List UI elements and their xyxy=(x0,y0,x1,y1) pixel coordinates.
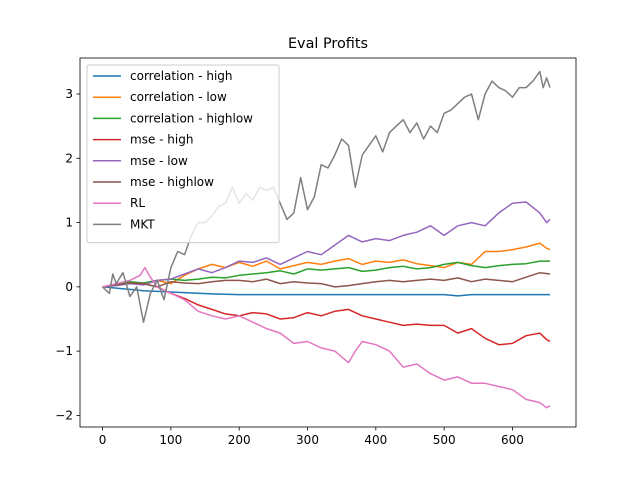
legend-label: correlation - highlow xyxy=(130,111,253,125)
y-tick-label: 2 xyxy=(65,151,73,165)
y-tick-label: −1 xyxy=(55,344,73,358)
series-line-7 xyxy=(101,70,551,323)
x-tick-label: 100 xyxy=(159,433,182,447)
legend: correlation - high correlation - low corre… xyxy=(86,64,280,244)
axes-frame xyxy=(79,57,577,428)
y-tick-label: 3 xyxy=(65,87,73,101)
x-tick-label: 300 xyxy=(296,433,319,447)
series-line-5 xyxy=(102,271,551,288)
legend-label: mse - high xyxy=(130,133,193,147)
x-tick-label: 200 xyxy=(228,433,251,447)
x-tick-label: 500 xyxy=(433,433,456,447)
legend-label: mse - low xyxy=(130,154,188,168)
legend-label: RL xyxy=(130,196,145,210)
series-line-2 xyxy=(102,260,550,288)
y-tick-label: 0 xyxy=(65,280,73,294)
series-line-6 xyxy=(102,266,551,409)
x-tick-label: 0 xyxy=(99,433,107,447)
series-line-0 xyxy=(102,286,550,297)
legend-label: MKT xyxy=(130,217,155,231)
chart-title: Eval Profits xyxy=(288,36,368,52)
series-line-4 xyxy=(102,201,551,288)
legend-label: correlation - low xyxy=(130,90,227,104)
legend-box xyxy=(86,64,280,244)
series-line-1 xyxy=(102,242,551,288)
x-tick-label: 600 xyxy=(501,433,524,447)
axes: 0 100 200 300 400 500 600 −2 −1 0 1 2 3 xyxy=(55,57,577,447)
legend-label: mse - highlow xyxy=(130,175,214,189)
y-tick-label: 1 xyxy=(65,216,73,230)
y-tick-label: −2 xyxy=(55,408,73,422)
plot-area xyxy=(101,70,551,409)
x-tick-label: 400 xyxy=(364,433,387,447)
legend-label: correlation - high xyxy=(130,69,233,83)
series-line-3 xyxy=(102,282,551,346)
